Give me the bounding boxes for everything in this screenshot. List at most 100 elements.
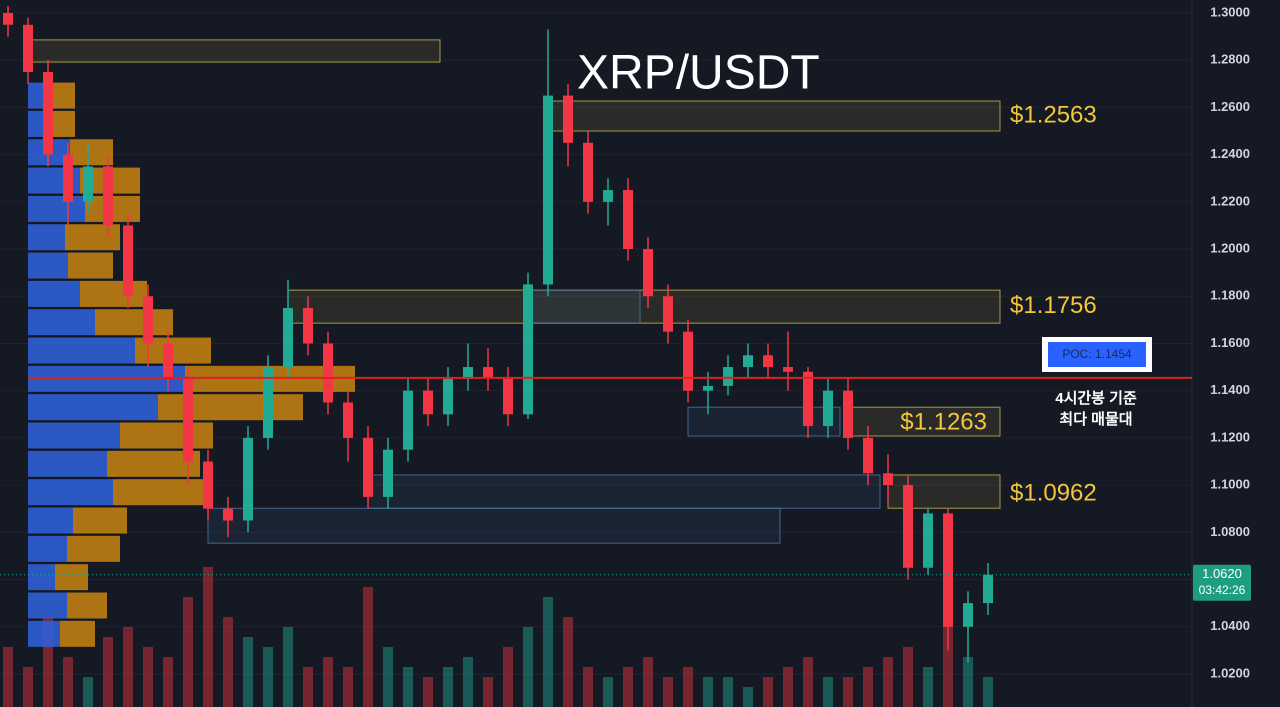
zone	[527, 289, 641, 324]
volume-bar	[43, 617, 53, 707]
candle-body	[603, 190, 613, 202]
profile-buy	[28, 309, 95, 336]
last-price-box	[1193, 564, 1251, 601]
last-price-label: 1.0620	[1202, 566, 1242, 581]
profile-sell	[68, 252, 113, 279]
volume-bar	[323, 657, 333, 707]
candle-body	[843, 390, 853, 438]
volume-bar	[723, 677, 733, 707]
candle-body	[343, 402, 353, 438]
volume-bar	[143, 647, 153, 707]
volume-bar	[843, 677, 853, 707]
volume-bar	[503, 647, 513, 707]
volume-bar	[903, 647, 913, 707]
profile-sell	[113, 479, 205, 506]
volume-bar	[443, 667, 453, 707]
y-tick-label: 1.1600	[1210, 335, 1250, 350]
y-tick-label: 1.0400	[1210, 618, 1250, 633]
candle-body	[3, 12, 13, 25]
volume-bar	[63, 657, 73, 707]
zone	[687, 406, 841, 437]
volume-bar	[263, 647, 273, 707]
volume-bar	[683, 667, 693, 707]
y-tick-label: 1.3000	[1210, 4, 1250, 19]
candle-body	[823, 390, 833, 427]
countdown: 03:42:26	[1199, 583, 1246, 597]
profile-buy	[28, 337, 135, 364]
candle-body	[683, 331, 693, 391]
candle-body	[143, 296, 153, 344]
candle-body	[863, 437, 873, 474]
candle-body	[23, 24, 33, 72]
profile-buy	[28, 280, 80, 307]
candle-body	[83, 166, 93, 202]
profile-sell	[120, 422, 213, 449]
profile-buy	[28, 224, 65, 251]
candle-body	[943, 513, 953, 627]
candle-body	[783, 367, 793, 372]
candle-body	[803, 371, 813, 427]
y-tick-label: 1.2000	[1210, 240, 1250, 255]
candle-body	[403, 390, 413, 450]
volume-bar	[423, 677, 433, 707]
volume-bar	[763, 677, 773, 707]
chart-title: XRP/USDT	[577, 47, 820, 100]
profile-buy	[28, 394, 158, 421]
volume-bar	[403, 667, 413, 707]
candle-body	[563, 95, 573, 143]
candle-body	[323, 343, 333, 403]
profile-buy	[28, 422, 120, 449]
candle-body	[663, 296, 673, 332]
candle-body	[483, 367, 493, 379]
profile-buy	[28, 592, 67, 619]
volume-bar	[623, 667, 633, 707]
candle-body	[703, 385, 713, 391]
volume-bar	[123, 627, 133, 707]
candle-body	[543, 95, 553, 285]
candle-body	[163, 343, 173, 379]
candle-body	[983, 574, 993, 604]
volume-bar	[983, 677, 993, 707]
volume-bar	[563, 617, 573, 707]
poc-label: POC: 1.1454	[1062, 347, 1132, 361]
profile-sell	[80, 280, 147, 307]
volume-bar	[3, 647, 13, 707]
zone	[847, 406, 1001, 437]
zone-label: $1.1756	[1010, 292, 1097, 319]
volume-bar	[743, 687, 753, 707]
volume-bar	[183, 597, 193, 707]
profile-sell	[67, 592, 107, 619]
volume-bar	[703, 677, 713, 707]
candle-body	[463, 367, 473, 379]
candle-body	[963, 603, 973, 627]
profile-sell	[65, 224, 120, 251]
volume-bar	[283, 627, 293, 707]
volume-bar	[803, 657, 813, 707]
profile-sell	[67, 535, 120, 562]
profile-sell	[60, 620, 95, 647]
profile-sell	[73, 507, 127, 534]
profile-buy	[28, 479, 113, 506]
volume-bar	[923, 667, 933, 707]
zone	[547, 100, 1001, 132]
y-tick-label: 1.1800	[1210, 288, 1250, 303]
y-tick-label: 1.2400	[1210, 146, 1250, 161]
candle-body	[63, 154, 73, 202]
y-tick-label: 1.2200	[1210, 193, 1250, 208]
poc-note: 최다 매물대	[1059, 410, 1132, 428]
profile-buy	[28, 620, 60, 647]
volume-bar	[383, 647, 393, 707]
candle-body	[243, 437, 253, 521]
volume-bar	[243, 637, 253, 707]
volume-bar	[483, 677, 493, 707]
zone-label: $1.2563	[1010, 101, 1097, 128]
profile-buy	[28, 252, 68, 279]
volume-bar	[23, 667, 33, 707]
candle-body	[883, 473, 893, 486]
volume-bar	[203, 567, 213, 707]
volume-bar	[963, 657, 973, 707]
candle-body	[123, 225, 133, 297]
profile-buy	[28, 507, 73, 534]
